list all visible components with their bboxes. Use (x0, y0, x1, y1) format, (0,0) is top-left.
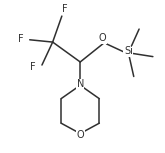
Text: F: F (30, 62, 36, 72)
Text: O: O (99, 33, 106, 43)
Text: Si: Si (124, 46, 133, 56)
Text: N: N (77, 79, 84, 90)
Text: O: O (76, 130, 84, 140)
Text: F: F (62, 4, 68, 14)
Text: F: F (18, 34, 23, 44)
